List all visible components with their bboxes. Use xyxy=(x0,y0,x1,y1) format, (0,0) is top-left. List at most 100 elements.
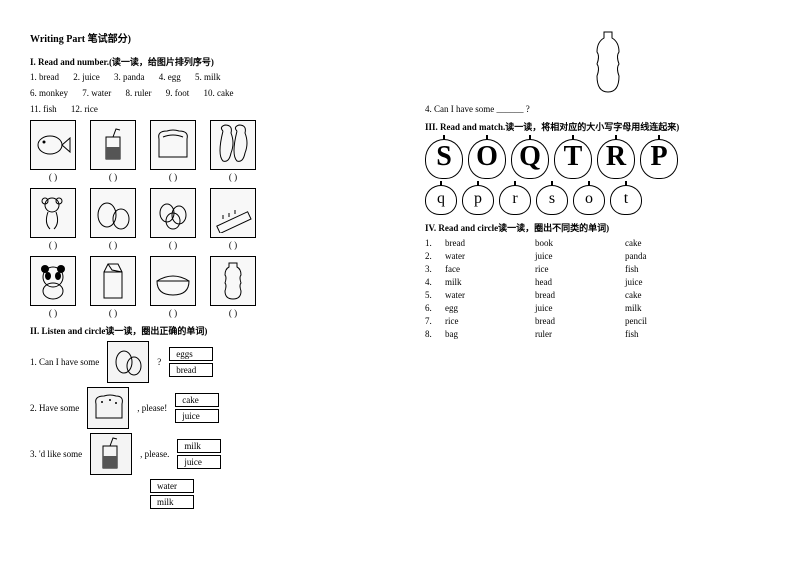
section4-head: IV. Read and circle读一读，圈出不同类的单词) xyxy=(425,221,790,234)
apple-letter-O[interactable]: O xyxy=(468,139,506,179)
word: 1. bread xyxy=(30,72,59,82)
section1-head: I. Read and number.(读一读，给图片排列序号) xyxy=(30,55,395,68)
fish-icon xyxy=(30,120,76,170)
rice-icon xyxy=(150,256,196,306)
word: 9. foot xyxy=(166,88,190,98)
option[interactable]: eggs xyxy=(169,347,213,361)
table-row: 5.waterbreadcake xyxy=(425,290,790,300)
eggs-icon xyxy=(150,188,196,238)
answer-blank[interactable]: ( ) xyxy=(30,240,76,250)
answer-blank[interactable]: ( ) xyxy=(210,240,256,250)
options: eggs bread xyxy=(169,347,213,377)
word: 5. milk xyxy=(195,72,221,82)
panda-icon xyxy=(30,256,76,306)
option[interactable]: cake xyxy=(175,393,219,407)
table-row: 8.bagrulerfish xyxy=(425,329,790,339)
answer-blank[interactable]: ( ) xyxy=(210,172,256,182)
option[interactable]: milk xyxy=(150,495,194,509)
apple-letter-P[interactable]: P xyxy=(640,139,678,179)
right-column: 4. Can I have some ______ ? III. Read an… xyxy=(425,30,790,513)
table-row: 6.eggjuicemilk xyxy=(425,303,790,313)
option[interactable]: bread xyxy=(169,363,213,377)
cake-icon xyxy=(87,387,129,429)
apple-letter-Q[interactable]: Q xyxy=(511,139,549,179)
word: 3. panda xyxy=(114,72,145,82)
page-title: Writing Part 笔试部分) xyxy=(30,30,395,45)
bread-icon xyxy=(150,120,196,170)
word: 12. rice xyxy=(71,104,98,114)
options: cake juice xyxy=(175,393,219,423)
image-row-1 xyxy=(30,120,395,170)
left-column: Writing Part 笔试部分) I. Read and number.(读… xyxy=(30,30,395,513)
apple-letter-o[interactable]: o xyxy=(573,185,605,215)
q-text: ? xyxy=(157,357,161,367)
egg-icon xyxy=(90,188,136,238)
image-row-3 xyxy=(30,256,395,306)
water-icon xyxy=(210,256,256,306)
word: 4. egg xyxy=(159,72,181,82)
table-row: 4.milkheadjuice xyxy=(425,277,790,287)
answer-blank[interactable]: ( ) xyxy=(150,308,196,318)
q2-1: 1. Can I have some ? eggs bread xyxy=(30,341,395,383)
apple-letter-R[interactable]: R xyxy=(597,139,635,179)
juice-icon xyxy=(90,433,132,475)
q2-4: water milk xyxy=(150,479,395,509)
answer-blank[interactable]: ( ) xyxy=(90,172,136,182)
option[interactable]: water xyxy=(150,479,194,493)
monkey-icon xyxy=(30,188,76,238)
apple-letter-s[interactable]: s xyxy=(536,185,568,215)
paren-row-3: ( ) ( ) ( ) ( ) xyxy=(30,308,395,318)
section3-head: III. Read and match.读一读，将相对应的大小写字母用线连起来) xyxy=(425,120,790,133)
word-list-2: 6. monkey 7. water 8. ruler 9. foot 10. … xyxy=(30,88,395,98)
section2-head: II. Listen and circle读一读，圈出正确的单词) xyxy=(30,324,395,337)
word-list-1: 1. bread 2. juice 3. panda 4. egg 5. mil… xyxy=(30,72,395,82)
apple-letter-S[interactable]: S xyxy=(425,139,463,179)
q-text: 1. Can I have some xyxy=(30,357,99,367)
option[interactable]: juice xyxy=(175,409,219,423)
word: 6. monkey xyxy=(30,88,68,98)
answer-blank[interactable]: ( ) xyxy=(30,308,76,318)
option[interactable]: juice xyxy=(177,455,221,469)
table-row: 7.ricebreadpencil xyxy=(425,316,790,326)
word: 7. water xyxy=(82,88,111,98)
ruler-icon xyxy=(210,188,256,238)
section4-table: 1.breadbookcake 2.waterjuicepanda 3.face… xyxy=(425,238,790,339)
answer-blank[interactable]: ( ) xyxy=(30,172,76,182)
answer-blank[interactable]: ( ) xyxy=(90,308,136,318)
q-text: , please! xyxy=(137,403,167,413)
juice-icon xyxy=(90,120,136,170)
option[interactable]: milk xyxy=(177,439,221,453)
q2-2: 2. Have some , please! cake juice xyxy=(30,387,395,429)
answer-blank[interactable]: ( ) xyxy=(90,240,136,250)
word: 10. cake xyxy=(204,88,234,98)
apple-letter-T[interactable]: T xyxy=(554,139,592,179)
apple-letter-p[interactable]: p xyxy=(462,185,494,215)
apple-letter-r[interactable]: r xyxy=(499,185,531,215)
q2-3: 3. 'd like some , please. milk juice xyxy=(30,433,395,475)
foot-icon xyxy=(210,120,256,170)
word: 8. ruler xyxy=(126,88,152,98)
options: water milk xyxy=(150,479,194,509)
worksheet-page: Writing Part 笔试部分) I. Read and number.(读… xyxy=(30,30,790,513)
answer-blank[interactable]: ( ) xyxy=(150,172,196,182)
table-row: 1.breadbookcake xyxy=(425,238,790,248)
word: 11. fish xyxy=(30,104,57,114)
options: milk juice xyxy=(177,439,221,469)
egg-icon xyxy=(107,341,149,383)
big-letter-row: S O Q T R P xyxy=(425,139,790,179)
q-text: 2. Have some xyxy=(30,403,79,413)
q-text: , please. xyxy=(140,449,169,459)
paren-row-1: ( ) ( ) ( ) ( ) xyxy=(30,172,395,182)
answer-blank[interactable]: ( ) xyxy=(150,240,196,250)
apple-letter-t[interactable]: t xyxy=(610,185,642,215)
table-row: 2.waterjuicepanda xyxy=(425,251,790,261)
q4-text: 4. Can I have some ______ ? xyxy=(425,104,790,114)
word-list-3: 11. fish 12. rice xyxy=(30,104,395,114)
small-letter-row: q p r s o t xyxy=(425,185,790,215)
answer-blank[interactable]: ( ) xyxy=(210,308,256,318)
q-text: 3. 'd like some xyxy=(30,449,82,459)
milk-icon xyxy=(90,256,136,306)
bottle-icon xyxy=(591,30,625,98)
apple-letter-q[interactable]: q xyxy=(425,185,457,215)
image-row-2 xyxy=(30,188,395,238)
